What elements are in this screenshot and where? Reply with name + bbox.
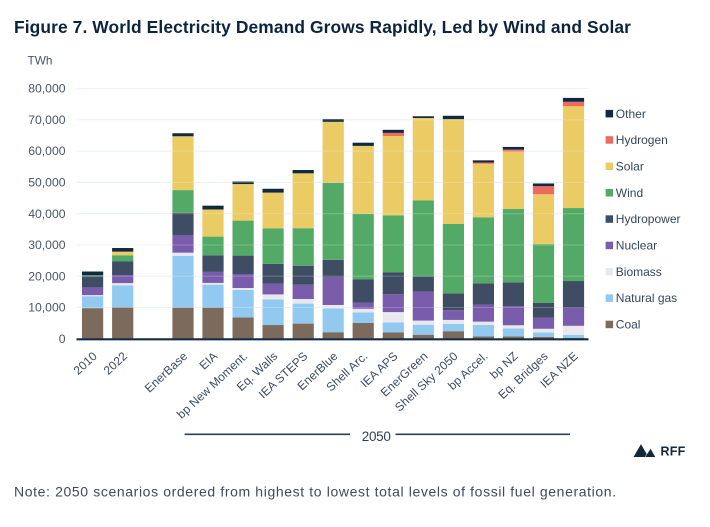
svg-text:10,000: 10,000 [28,301,65,315]
svg-text:Other: Other [616,107,646,121]
svg-text:TWh: TWh [28,54,53,68]
svg-text:Wind: Wind [616,186,643,200]
svg-text:20,000: 20,000 [28,269,65,283]
svg-text:50,000: 50,000 [28,176,65,190]
svg-text:60,000: 60,000 [28,144,65,158]
svg-text:Nuclear: Nuclear [616,239,657,253]
svg-text:RFF: RFF [661,444,686,458]
svg-text:Note: 2050 scenarios ordered f: Note: 2050 scenarios ordered from highes… [14,484,617,500]
svg-text:Figure 7. World Electricity De: Figure 7. World Electricity Demand Grows… [14,17,631,37]
svg-text:0: 0 [59,332,66,346]
svg-text:Coal: Coal [616,318,641,332]
svg-text:Natural gas: Natural gas [616,291,677,305]
svg-text:Solar: Solar [616,160,644,174]
svg-text:Hydropower: Hydropower [616,212,681,226]
svg-text:40,000: 40,000 [28,207,65,221]
svg-text:Hydrogen: Hydrogen [616,133,668,147]
svg-text:30,000: 30,000 [28,238,65,252]
svg-text:Biomass: Biomass [616,265,662,279]
svg-text:70,000: 70,000 [28,113,65,127]
svg-text:80,000: 80,000 [28,82,65,96]
svg-text:2050: 2050 [362,429,391,444]
